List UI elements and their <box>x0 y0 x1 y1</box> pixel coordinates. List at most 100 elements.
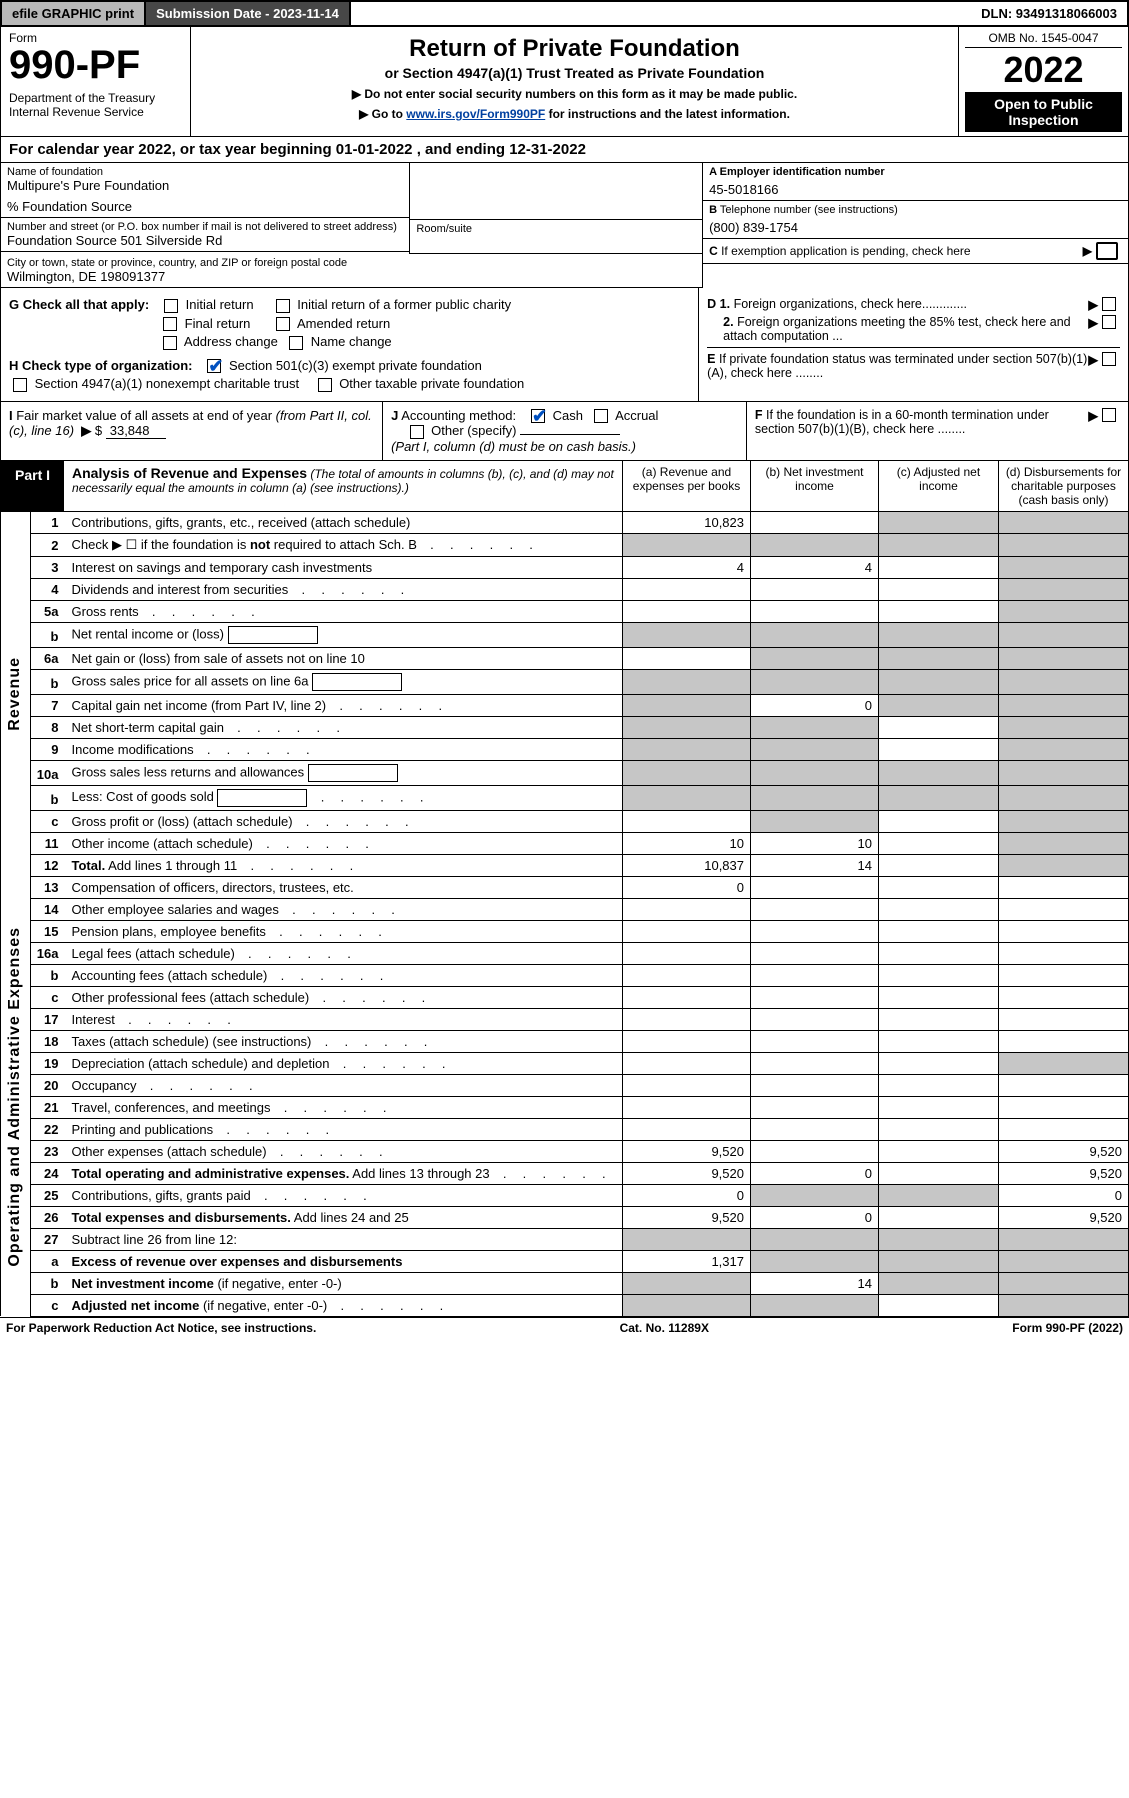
line-desc: Travel, conferences, and meetings . . . … <box>67 1096 623 1118</box>
foundation-name-label: Name of foundation <box>7 166 403 178</box>
city-value: Wilmington, DE 198091377 <box>7 269 696 284</box>
page-footer: For Paperwork Reduction Act Notice, see … <box>0 1317 1129 1338</box>
d2-checkbox[interactable] <box>1102 315 1116 329</box>
amount-cell <box>999 600 1129 622</box>
g-amended[interactable] <box>276 317 290 331</box>
amount-cell: 10,823 <box>623 512 751 534</box>
amount-cell <box>751 1140 879 1162</box>
table-row: 10aGross sales less returns and allowanc… <box>1 760 1129 785</box>
fmv-value: 33,848 <box>106 423 166 439</box>
j-other[interactable] <box>410 425 424 439</box>
line-number: c <box>31 986 67 1008</box>
amount-cell <box>999 512 1129 534</box>
form-title: Return of Private Foundation <box>203 35 946 63</box>
amount-cell <box>623 898 751 920</box>
amount-cell <box>999 1228 1129 1250</box>
amount-cell <box>879 578 999 600</box>
amount-cell <box>879 942 999 964</box>
h-501c3[interactable] <box>207 359 221 373</box>
amount-cell <box>751 622 879 647</box>
table-row: 22Printing and publications . . . . . . <box>1 1118 1129 1140</box>
h-4947[interactable] <box>13 378 27 392</box>
amount-cell: 0 <box>751 694 879 716</box>
h-opt-1: Section 501(c)(3) exempt private foundat… <box>229 358 482 373</box>
amount-cell <box>879 832 999 854</box>
amount-cell <box>623 578 751 600</box>
amount-cell <box>751 716 879 738</box>
h-lead: H Check type of organization: <box>9 358 192 373</box>
form-number: 990-PF <box>9 45 182 85</box>
amount-cell <box>999 1052 1129 1074</box>
line-desc: Contributions, gifts, grants paid . . . … <box>67 1184 623 1206</box>
amount-cell <box>751 964 879 986</box>
phone-cell: B B Telephone number (see instructions)T… <box>703 201 1128 239</box>
g-opt-1: Final return <box>185 316 251 331</box>
form-link[interactable]: www.irs.gov/Form990PF <box>406 107 545 121</box>
amount-cell <box>751 647 879 669</box>
phone-label: B B Telephone number (see instructions)T… <box>709 204 1122 216</box>
amount-cell <box>999 647 1129 669</box>
amount-cell: 4 <box>623 556 751 578</box>
section-g-d-e: G Check all that apply: Initial return I… <box>0 288 1129 402</box>
amount-cell <box>751 810 879 832</box>
table-row: 20Occupancy . . . . . . <box>1 1074 1129 1096</box>
c-checkbox[interactable] <box>1096 242 1118 260</box>
amount-cell: 1,317 <box>623 1250 751 1272</box>
table-row: cGross profit or (loss) (attach schedule… <box>1 810 1129 832</box>
amount-cell <box>999 1074 1129 1096</box>
g-initial-return[interactable] <box>164 299 178 313</box>
amount-cell <box>623 1074 751 1096</box>
city-label: City or town, state or province, country… <box>7 257 696 269</box>
line-number: 9 <box>31 738 67 760</box>
j-cell: J Accounting method: Cash Accrual Other … <box>383 402 747 460</box>
amount-cell <box>879 1206 999 1228</box>
e-checkbox[interactable] <box>1102 352 1116 366</box>
amount-cell <box>879 716 999 738</box>
amount-cell <box>879 1228 999 1250</box>
g-address-change[interactable] <box>163 336 177 350</box>
amount-cell <box>999 986 1129 1008</box>
line-number: 24 <box>31 1162 67 1184</box>
table-row: bLess: Cost of goods sold . . . . . . <box>1 785 1129 810</box>
line-desc: Gross profit or (loss) (attach schedule)… <box>67 810 623 832</box>
amount-cell <box>623 1294 751 1316</box>
g-lead: G Check all that apply: <box>9 297 149 312</box>
topbar: efile GRAPHIC print Submission Date - 20… <box>0 0 1129 27</box>
amount-cell <box>879 920 999 942</box>
amount-cell: 14 <box>751 854 879 876</box>
line-number: 15 <box>31 920 67 942</box>
f-checkbox[interactable] <box>1102 408 1116 422</box>
table-row: cAdjusted net income (if negative, enter… <box>1 1294 1129 1316</box>
table-row: Revenue1Contributions, gifts, grants, et… <box>1 512 1129 534</box>
amount-cell <box>623 964 751 986</box>
table-row: 2Check ▶ ☐ if the foundation is not requ… <box>1 533 1129 556</box>
j-accrual[interactable] <box>594 409 608 423</box>
line-desc: Other expenses (attach schedule) . . . .… <box>67 1140 623 1162</box>
table-row: 21Travel, conferences, and meetings . . … <box>1 1096 1129 1118</box>
form-subtitle: or Section 4947(a)(1) Trust Treated as P… <box>203 65 946 81</box>
table-row: 15Pension plans, employee benefits . . .… <box>1 920 1129 942</box>
g-initial-former[interactable] <box>276 299 290 313</box>
form-note-2: ▶ Go to www.irs.gov/Form990PF for instru… <box>203 107 946 121</box>
g-final-return[interactable] <box>163 317 177 331</box>
j-accrual-label: Accrual <box>615 408 658 423</box>
amount-cell <box>751 1118 879 1140</box>
table-row: Operating and Administrative Expenses13C… <box>1 876 1129 898</box>
amount-cell <box>751 669 879 694</box>
amount-cell <box>999 832 1129 854</box>
j-cash[interactable] <box>531 409 545 423</box>
amount-cell <box>751 600 879 622</box>
amount-cell <box>999 738 1129 760</box>
amount-cell <box>999 533 1129 556</box>
h-other-taxable[interactable] <box>318 378 332 392</box>
line-desc: Net gain or (loss) from sale of assets n… <box>67 647 623 669</box>
amount-cell <box>751 898 879 920</box>
g-name-change[interactable] <box>289 336 303 350</box>
amount-cell <box>623 1008 751 1030</box>
amount-cell <box>999 760 1129 785</box>
amount-cell <box>999 876 1129 898</box>
amount-cell <box>999 898 1129 920</box>
amount-cell <box>623 1030 751 1052</box>
d1-checkbox[interactable] <box>1102 297 1116 311</box>
line-number: 18 <box>31 1030 67 1052</box>
